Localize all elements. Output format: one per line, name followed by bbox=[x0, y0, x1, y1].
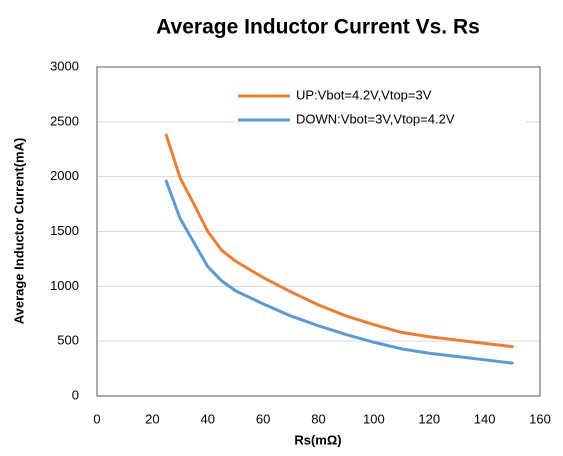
y-tick-label: 2500 bbox=[50, 113, 79, 128]
plot-frame bbox=[96, 66, 541, 397]
x-tick-label: 80 bbox=[311, 411, 325, 426]
legend-bg bbox=[234, 111, 526, 129]
x-tick-label: 0 bbox=[93, 411, 100, 426]
y-tick-label: 1000 bbox=[50, 278, 79, 293]
y-tick-label: 0 bbox=[72, 387, 79, 402]
x-tick-label: 100 bbox=[363, 411, 385, 426]
x-tick-label: 120 bbox=[418, 411, 440, 426]
x-tick-label: 20 bbox=[145, 411, 159, 426]
y-axis-label: Average Inductor Current(mA) bbox=[11, 138, 26, 325]
chart-title: Average Inductor Current Vs. Rs bbox=[156, 16, 480, 39]
series-line bbox=[164, 179, 514, 365]
legend-label: DOWN:Vbot=3V,Vtop=4.2V bbox=[296, 111, 455, 126]
x-tick-label: 160 bbox=[529, 411, 551, 426]
x-tick-label: 140 bbox=[474, 411, 496, 426]
legend-bg bbox=[234, 87, 526, 105]
x-tick-label: 40 bbox=[201, 411, 215, 426]
y-tick-label: 2000 bbox=[50, 168, 79, 183]
y-tick-label: 1500 bbox=[50, 223, 79, 238]
y-tick-label: 500 bbox=[57, 333, 79, 348]
y-tick-label: 3000 bbox=[50, 58, 79, 73]
series-line bbox=[164, 133, 514, 349]
x-tick-label: 60 bbox=[256, 411, 270, 426]
x-axis-label: Rs(mΩ) bbox=[294, 432, 341, 447]
legend-label: UP:Vbot=4.2V,Vtop=3V bbox=[296, 87, 432, 102]
